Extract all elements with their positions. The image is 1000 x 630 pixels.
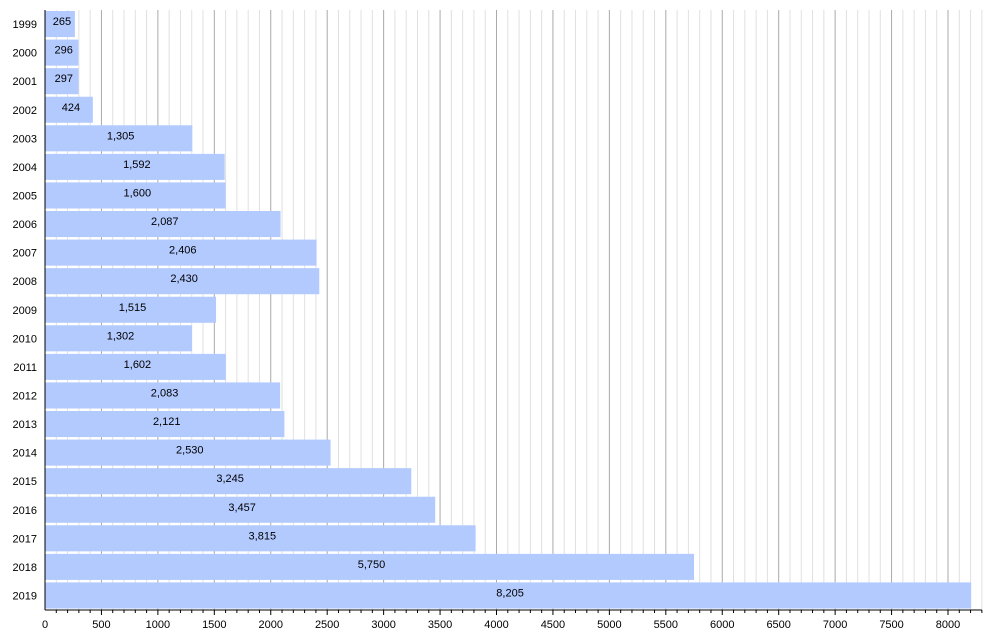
x-tick-label: 8000 — [936, 619, 960, 630]
data-label-2009: 1,515 — [119, 302, 147, 314]
y-tick-label: 2000 — [13, 48, 37, 60]
y-tick-label: 2017 — [13, 533, 37, 545]
x-tick-label: 5000 — [597, 619, 621, 630]
y-tick-label: 2015 — [13, 476, 37, 488]
x-tick-label: 1000 — [146, 619, 170, 630]
data-label-2011: 1,602 — [124, 359, 152, 371]
data-label-2010: 1,302 — [107, 330, 135, 342]
x-tick-label: 7500 — [879, 619, 903, 630]
bar-2004 — [45, 153, 225, 180]
x-tick-label: 6500 — [766, 619, 790, 630]
data-label-2008: 2,430 — [170, 273, 198, 285]
bar-2018 — [45, 553, 695, 580]
bar-2001 — [45, 68, 79, 95]
bar-2012 — [45, 382, 281, 409]
data-label-2001: 297 — [55, 73, 73, 85]
bar-2002 — [45, 96, 93, 123]
x-tick-label: 4000 — [484, 619, 508, 630]
bar-2006 — [45, 211, 281, 238]
y-tick-label: 1999 — [13, 19, 37, 31]
bar-2014 — [45, 439, 331, 466]
x-tick-label: 6000 — [710, 619, 734, 630]
y-tick-label: 2011 — [13, 362, 37, 374]
bar-2000 — [45, 39, 79, 66]
x-tick-label: 3500 — [428, 619, 452, 630]
data-label-2013: 2,121 — [153, 416, 181, 428]
bar-2003 — [45, 125, 193, 152]
x-tick-label: 4500 — [541, 619, 565, 630]
y-tick-label: 2016 — [13, 505, 37, 517]
x-tick-label: 3000 — [371, 619, 395, 630]
y-tick-label: 2008 — [13, 276, 37, 288]
bar-1999 — [45, 11, 75, 38]
y-tick-label: 2001 — [13, 76, 37, 88]
data-label-2018: 5,750 — [358, 559, 386, 571]
bar-2010 — [45, 325, 192, 352]
bar-2011 — [45, 353, 226, 380]
y-tick-label: 2002 — [13, 105, 37, 117]
bar-2009 — [45, 296, 217, 323]
y-axis: 1999 2000 2001 2002 2003 2004 2005 2006 2007 2008… — [13, 10, 46, 610]
x-tick-label: 1500 — [202, 619, 226, 630]
y-tick-label: 2018 — [13, 562, 37, 574]
data-label-2002: 424 — [62, 102, 80, 114]
bar-2013 — [45, 411, 285, 438]
bar-2008 — [45, 268, 320, 295]
x-tick-label: 7000 — [823, 619, 847, 630]
y-tick-label: 2009 — [13, 305, 37, 317]
data-label-2004: 1,592 — [123, 159, 151, 171]
data-label-2005: 1,600 — [124, 187, 152, 199]
data-label-1999: 265 — [53, 16, 71, 28]
data-label-2000: 296 — [55, 45, 73, 57]
y-tick-label: 2005 — [13, 190, 37, 202]
y-tick-label: 2010 — [13, 333, 37, 345]
y-tick-label: 2019 — [13, 590, 37, 602]
data-label-2003: 1,305 — [107, 130, 135, 142]
bar-2017 — [45, 525, 476, 552]
data-label-2006: 2,087 — [151, 216, 179, 228]
x-tick-label: 2000 — [259, 619, 283, 630]
bar-2016 — [45, 496, 436, 523]
y-tick-label: 2007 — [13, 248, 37, 260]
x-tick-label: 0 — [42, 619, 48, 630]
data-label-2017: 3,815 — [249, 530, 277, 542]
y-tick-label: 2012 — [13, 390, 37, 402]
x-tick-label: 500 — [92, 619, 110, 630]
bar-2019 — [45, 582, 972, 609]
data-label-2014: 2,530 — [176, 445, 204, 457]
y-tick-label: 2004 — [13, 162, 37, 174]
bar-2005 — [45, 182, 226, 209]
data-labels: 265 296 297 424 1,305 1,592 1,600 2,087 2,406 2,4… — [53, 16, 524, 599]
y-tick-label: 2014 — [13, 448, 37, 460]
bar-2007 — [45, 239, 317, 266]
y-tick-label: 2013 — [13, 419, 37, 431]
bar-2015 — [45, 468, 412, 495]
x-tick-label: 2500 — [315, 619, 339, 630]
x-tick-label: 5500 — [654, 619, 678, 630]
bars — [45, 11, 972, 609]
data-label-2016: 3,457 — [228, 502, 256, 514]
y-tick-label: 2003 — [13, 133, 37, 145]
data-label-2015: 3,245 — [216, 473, 244, 485]
data-label-2007: 2,406 — [169, 245, 197, 257]
data-label-2012: 2,083 — [151, 387, 179, 399]
x-axis: 0 500 1000 1500 2000 2500 3000 3500 4000 4500 5000… — [42, 609, 983, 630]
y-tick-label: 2006 — [13, 219, 37, 231]
data-label-2019: 8,205 — [496, 587, 524, 599]
